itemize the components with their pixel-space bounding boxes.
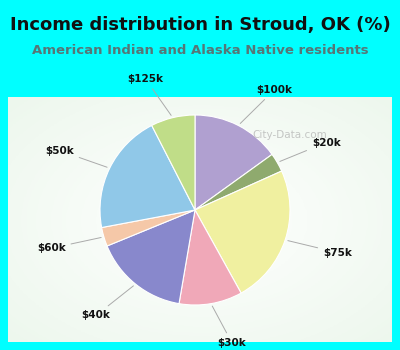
Wedge shape [195, 115, 272, 210]
Text: $60k: $60k [37, 238, 101, 253]
Text: American Indian and Alaska Native residents: American Indian and Alaska Native reside… [32, 44, 368, 57]
Text: $40k: $40k [82, 286, 134, 320]
Wedge shape [179, 210, 241, 305]
Text: $125k: $125k [127, 74, 171, 116]
Text: $75k: $75k [288, 240, 352, 258]
Wedge shape [100, 125, 195, 228]
Text: Income distribution in Stroud, OK (%): Income distribution in Stroud, OK (%) [10, 16, 390, 34]
Wedge shape [152, 115, 195, 210]
Text: $100k: $100k [240, 85, 292, 124]
Wedge shape [195, 171, 290, 293]
Text: City-Data.com: City-Data.com [253, 130, 327, 140]
Wedge shape [195, 154, 282, 210]
Wedge shape [107, 210, 195, 304]
Bar [8, 97, 392, 342]
Text: $50k: $50k [45, 146, 107, 167]
Text: $20k: $20k [280, 138, 341, 161]
Wedge shape [102, 210, 195, 246]
Text: $30k: $30k [212, 306, 246, 348]
